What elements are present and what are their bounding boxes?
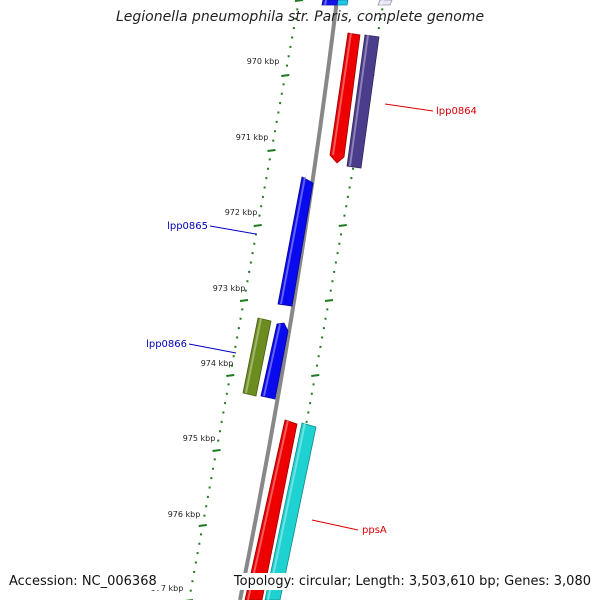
gene-label-lpp0866: lpp0866	[146, 339, 187, 350]
topology-text: Topology: circular; Length: 3,503,610 bp…	[230, 573, 594, 590]
tick-mark	[324, 299, 334, 302]
feature-highlight	[324, 0, 327, 6]
ruler-label: 977 kbp	[151, 584, 184, 593]
feature-highlight	[245, 317, 262, 394]
label-leader-line	[209, 225, 257, 235]
map-title: Legionella pneumophila str. Paris, compl…	[115, 9, 485, 25]
feature-highlight	[263, 323, 281, 397]
feature-lpp0865	[277, 176, 314, 307]
label-leader-line	[384, 103, 434, 112]
feature-layer	[242, 0, 393, 601]
tick-mark	[294, 0, 304, 2]
ruler-label: 974 kbp	[201, 359, 234, 368]
ruler-labels: 970 kbp 971 kbp 972 kbp 973 kbp 974 kbp 975 k…	[151, 57, 280, 593]
ruler-label: 971 kbp	[236, 133, 269, 142]
tick-mark	[239, 299, 249, 302]
feature-highlight	[247, 419, 289, 601]
tick-mark	[212, 449, 221, 452]
feature-top-white	[377, 0, 393, 6]
feature-highlight	[349, 34, 369, 167]
tick-mark	[311, 374, 320, 377]
tick-mark	[198, 524, 207, 527]
tick-mark	[253, 224, 262, 227]
ruler-label: 970 kbp	[247, 57, 280, 66]
ruler-label: 975 kbp	[183, 434, 216, 443]
accession-text: Accession: NC_006368	[6, 573, 160, 590]
tick-mark	[338, 224, 347, 227]
gene-labels: lpp0864 lpp0865 lpp0866 ppsA	[146, 103, 477, 536]
feature-highlight	[332, 32, 352, 156]
gene-label-lpp0864: lpp0864	[436, 106, 477, 117]
genome-backbone	[238, 0, 339, 601]
label-leader-line	[188, 343, 237, 354]
gene-label-lpp0865: lpp0865	[167, 221, 208, 232]
tick-mark	[281, 74, 290, 77]
feature-highlight	[280, 176, 306, 305]
ruler-label: 976 kbp	[168, 510, 201, 519]
gene-label-ppsa: ppsA	[362, 525, 387, 536]
backbone-layer	[238, 0, 339, 601]
feature-highlight	[267, 422, 306, 601]
tick-mark	[226, 374, 235, 377]
ruler-label: 972 kbp	[225, 208, 258, 217]
feature-highlight	[380, 0, 384, 6]
ruler-label: 973 kbp	[213, 284, 246, 293]
tick-mark	[267, 149, 276, 152]
label-leader-line	[311, 519, 359, 531]
